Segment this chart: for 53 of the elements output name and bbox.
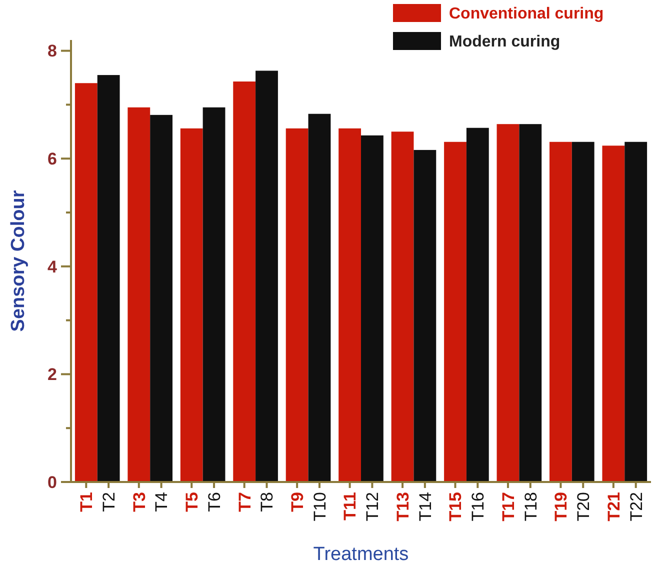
- x-tick-label: T16: [468, 492, 488, 522]
- y-tick-label: 8: [48, 42, 57, 61]
- bar: [414, 150, 436, 482]
- x-tick-label: T4: [152, 492, 172, 512]
- bar: [338, 128, 361, 482]
- x-tick-label: T12: [363, 492, 382, 522]
- x-tick-label: T21: [604, 492, 624, 522]
- x-tick-label: T11: [340, 492, 360, 520]
- x-tick-label: T18: [521, 492, 540, 522]
- y-axis-title: Sensory Colour: [8, 190, 29, 332]
- y-tick-label: 6: [48, 150, 57, 169]
- bar: [308, 114, 331, 482]
- bar: [496, 124, 520, 482]
- x-tick-label: T6: [204, 492, 224, 512]
- x-tick-label: T9: [288, 492, 308, 512]
- bar: [150, 114, 172, 482]
- y-tick-label: 4: [48, 257, 58, 276]
- x-tick-label: T13: [393, 492, 412, 522]
- bar: [74, 83, 98, 482]
- x-tick-label: T20: [574, 492, 594, 522]
- bar: [202, 107, 226, 482]
- bar: [602, 146, 625, 482]
- bar: [624, 142, 648, 482]
- bar: [550, 142, 572, 482]
- legend-label: Modern curing: [449, 34, 560, 51]
- x-tick-label: T7: [235, 492, 254, 512]
- y-tick-label: 0: [48, 472, 57, 492]
- x-tick-label: T3: [130, 492, 149, 512]
- y-tick-label: 2: [48, 365, 57, 384]
- bar: [286, 128, 308, 482]
- legend-label: Conventional curing: [449, 6, 604, 23]
- x-tick-label: T10: [310, 492, 330, 522]
- x-tick-label: T22: [626, 492, 646, 522]
- bar: [233, 82, 256, 482]
- bar: [128, 107, 150, 482]
- bar: [97, 75, 120, 482]
- bar: [444, 142, 466, 482]
- x-tick-label: T19: [552, 492, 571, 522]
- bar: [361, 135, 384, 482]
- bar: [466, 128, 489, 482]
- bar: [519, 124, 542, 482]
- x-tick-label: T1: [77, 492, 96, 512]
- x-tick-label: T15: [446, 492, 466, 522]
- x-tick-label: T5: [182, 492, 202, 512]
- x-tick-label: T14: [416, 492, 435, 522]
- x-axis-title: Treatments: [313, 544, 409, 565]
- bar: [391, 132, 414, 482]
- x-tick-label: T17: [498, 492, 518, 522]
- bar: [572, 142, 594, 482]
- bar: [256, 70, 278, 482]
- x-tick-label: T2: [100, 492, 119, 512]
- bar: [180, 128, 203, 482]
- x-tick-label: T8: [258, 492, 277, 512]
